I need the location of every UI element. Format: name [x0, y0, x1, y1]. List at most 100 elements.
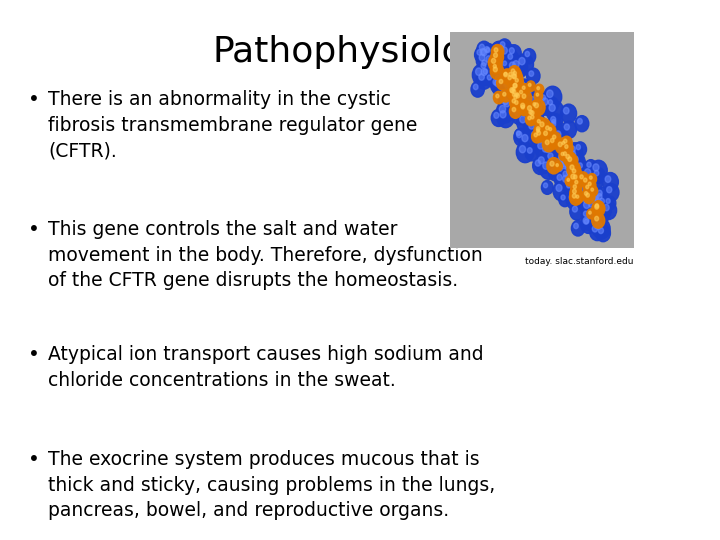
- Text: Pathophysiology: Pathophysiology: [212, 35, 508, 69]
- Circle shape: [578, 195, 584, 201]
- Circle shape: [522, 83, 539, 103]
- Circle shape: [588, 195, 594, 202]
- Circle shape: [544, 86, 562, 107]
- Circle shape: [551, 117, 556, 123]
- Circle shape: [525, 86, 531, 93]
- Circle shape: [482, 44, 496, 60]
- Circle shape: [595, 223, 600, 229]
- Circle shape: [564, 145, 568, 148]
- Circle shape: [494, 48, 498, 52]
- Circle shape: [589, 186, 598, 196]
- Circle shape: [546, 90, 553, 98]
- Circle shape: [580, 178, 584, 183]
- Circle shape: [596, 225, 611, 242]
- Text: Atypical ion transport causes high sodium and
chloride concentrations in the swe: Atypical ion transport causes high sodiu…: [48, 345, 484, 390]
- Circle shape: [588, 201, 593, 207]
- Circle shape: [599, 198, 605, 204]
- Circle shape: [562, 146, 569, 153]
- Circle shape: [498, 45, 504, 52]
- Circle shape: [543, 162, 549, 170]
- Circle shape: [503, 81, 508, 87]
- Circle shape: [556, 164, 559, 166]
- Circle shape: [515, 78, 518, 82]
- Circle shape: [514, 96, 517, 99]
- Circle shape: [492, 58, 495, 63]
- Circle shape: [510, 96, 521, 109]
- Circle shape: [478, 65, 495, 85]
- Text: This gene controls the salt and water
movement in the body. Therefore, dysfuncti: This gene controls the salt and water mo…: [48, 220, 482, 291]
- Circle shape: [513, 90, 523, 102]
- Circle shape: [572, 178, 582, 190]
- Circle shape: [596, 200, 603, 207]
- Circle shape: [528, 112, 539, 125]
- Circle shape: [538, 126, 552, 143]
- Circle shape: [523, 90, 536, 106]
- Circle shape: [588, 206, 600, 220]
- Circle shape: [528, 106, 531, 111]
- Circle shape: [583, 197, 589, 203]
- Circle shape: [476, 70, 492, 89]
- Circle shape: [595, 187, 609, 204]
- Circle shape: [572, 189, 576, 193]
- Circle shape: [526, 81, 536, 91]
- Circle shape: [552, 119, 556, 124]
- Circle shape: [527, 112, 531, 117]
- Circle shape: [593, 211, 608, 227]
- Circle shape: [496, 62, 508, 76]
- Circle shape: [516, 94, 520, 98]
- Circle shape: [515, 96, 520, 102]
- Circle shape: [553, 181, 570, 201]
- Circle shape: [485, 46, 490, 52]
- Circle shape: [536, 127, 541, 132]
- Circle shape: [512, 93, 526, 110]
- Circle shape: [545, 150, 560, 167]
- Circle shape: [512, 87, 515, 91]
- Circle shape: [595, 195, 599, 200]
- Circle shape: [583, 190, 595, 204]
- Circle shape: [522, 94, 526, 98]
- Circle shape: [520, 84, 530, 94]
- Circle shape: [556, 152, 570, 168]
- Circle shape: [575, 116, 589, 132]
- Circle shape: [479, 74, 485, 80]
- Circle shape: [510, 87, 514, 92]
- Circle shape: [523, 49, 536, 64]
- Circle shape: [527, 107, 540, 122]
- Circle shape: [534, 103, 539, 108]
- Circle shape: [548, 153, 553, 159]
- Circle shape: [586, 199, 600, 215]
- Circle shape: [538, 136, 544, 142]
- Circle shape: [562, 121, 577, 138]
- Circle shape: [561, 152, 564, 156]
- Circle shape: [506, 58, 523, 78]
- Circle shape: [501, 69, 513, 84]
- Circle shape: [575, 172, 580, 179]
- Circle shape: [521, 103, 539, 124]
- Circle shape: [564, 181, 576, 194]
- Circle shape: [591, 203, 608, 222]
- Circle shape: [505, 51, 519, 67]
- Circle shape: [530, 97, 536, 103]
- Circle shape: [519, 145, 526, 153]
- Circle shape: [487, 75, 492, 80]
- Circle shape: [570, 153, 585, 171]
- Circle shape: [563, 171, 568, 177]
- Circle shape: [595, 222, 602, 230]
- Circle shape: [513, 84, 517, 87]
- Circle shape: [538, 136, 544, 143]
- Circle shape: [562, 175, 569, 183]
- Circle shape: [559, 143, 577, 163]
- Circle shape: [583, 218, 589, 224]
- Circle shape: [498, 86, 514, 106]
- Circle shape: [552, 122, 556, 126]
- Circle shape: [493, 67, 498, 72]
- Circle shape: [574, 193, 583, 204]
- Circle shape: [575, 180, 578, 184]
- Circle shape: [581, 185, 587, 192]
- Circle shape: [574, 223, 578, 228]
- Circle shape: [556, 153, 573, 173]
- Circle shape: [517, 87, 527, 99]
- Circle shape: [566, 190, 583, 210]
- Circle shape: [561, 162, 567, 169]
- Circle shape: [508, 54, 513, 59]
